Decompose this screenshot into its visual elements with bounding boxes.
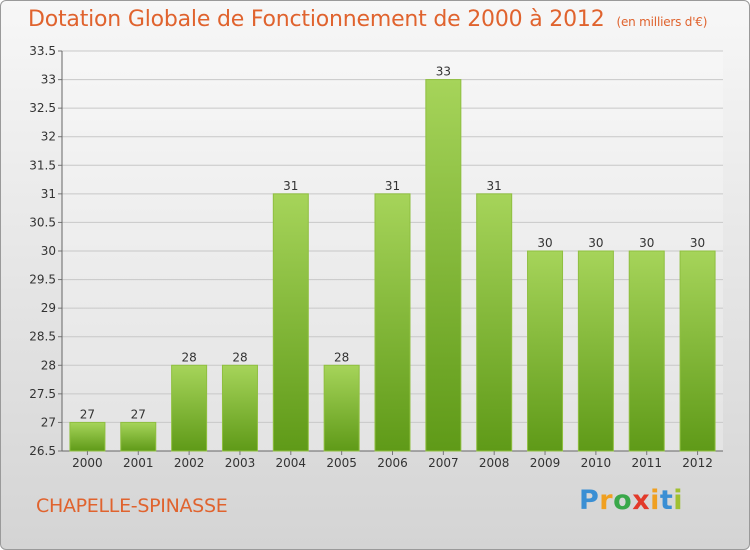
- bar-value-label: 30: [639, 236, 654, 250]
- bar-value-label: 30: [690, 236, 705, 250]
- x-tick-label: 2007: [428, 456, 459, 470]
- bar: [476, 193, 513, 452]
- commune-name: CHAPELLE-SPINASSE: [36, 495, 228, 517]
- y-tick-label: 31.5: [29, 158, 56, 172]
- y-tick-label: 31: [41, 187, 56, 201]
- bar: [272, 193, 309, 452]
- logo-letter: i: [673, 485, 684, 516]
- x-tick-label: 2002: [174, 456, 205, 470]
- x-tick-label: 2005: [326, 456, 357, 470]
- logo-letter: P: [579, 485, 600, 516]
- bar: [221, 364, 258, 452]
- x-tick-label: 2012: [682, 456, 713, 470]
- bar-value-label: 31: [487, 179, 502, 193]
- bar-value-label: 28: [232, 350, 247, 364]
- logo-letter: x: [632, 485, 651, 516]
- y-tick-label: 27: [41, 415, 56, 429]
- logo-letter: i: [650, 485, 660, 516]
- bar-value-label: 31: [283, 179, 298, 193]
- bar: [628, 250, 665, 452]
- bar: [527, 250, 564, 452]
- bar-value-label: 27: [131, 407, 146, 421]
- x-tick-label: 2010: [581, 456, 612, 470]
- bar-value-label: 27: [80, 407, 95, 421]
- y-tick-label: 28.5: [29, 330, 56, 344]
- proxiti-logo[interactable]: Proxiti: [579, 485, 683, 516]
- logo-letter: r: [599, 485, 614, 516]
- bar: [120, 421, 157, 452]
- x-tick-label: 2011: [631, 456, 662, 470]
- x-tick-label: 2008: [479, 456, 510, 470]
- bar-value-label: 28: [334, 350, 349, 364]
- bar-chart: 26.5 27 27.5 28 28.5 29 29.5 30 30.5 31 31.5 32 32.5…: [29, 44, 723, 470]
- x-tick-label: 2000: [72, 456, 103, 470]
- bar: [323, 364, 360, 452]
- bar-value-label: 28: [181, 350, 196, 364]
- y-tick-label: 28: [41, 358, 56, 372]
- bar: [374, 193, 411, 452]
- logo-letter: o: [613, 485, 633, 516]
- x-tick-label: 2009: [530, 456, 561, 470]
- bar-value-label: 30: [537, 236, 552, 250]
- bar-value-label: 31: [385, 179, 400, 193]
- y-tick-label: 26.5: [29, 444, 56, 458]
- x-tick-label: 2001: [123, 456, 154, 470]
- y-tick-label: 30.5: [29, 215, 56, 229]
- chart-unit: (en milliers d'€): [616, 15, 708, 29]
- y-tick-label: 30: [41, 244, 56, 258]
- chart-title: Dotation Globale de Fonctionnement de 20…: [28, 7, 707, 32]
- logo-letter: t: [659, 485, 674, 516]
- x-tick-label: 2003: [225, 456, 256, 470]
- bar: [577, 250, 614, 452]
- y-tick-label: 33.5: [29, 44, 56, 58]
- x-tick-label: 2004: [276, 456, 307, 470]
- bar: [69, 421, 106, 452]
- y-tick-label: 29.5: [29, 273, 56, 287]
- bar: [425, 79, 462, 452]
- x-tick-label: 2006: [377, 456, 408, 470]
- bar-value-label: 30: [588, 236, 603, 250]
- bar-value-label: 33: [436, 65, 451, 79]
- y-tick-label: 33: [41, 73, 56, 87]
- bar: [679, 250, 716, 452]
- y-tick-label: 32: [41, 130, 56, 144]
- y-tick-label: 29: [41, 301, 56, 315]
- bar: [171, 364, 208, 452]
- y-tick-label: 27.5: [29, 387, 56, 401]
- y-tick-label: 32.5: [29, 101, 56, 115]
- chart-title-text: Dotation Globale de Fonctionnement de 20…: [28, 7, 605, 32]
